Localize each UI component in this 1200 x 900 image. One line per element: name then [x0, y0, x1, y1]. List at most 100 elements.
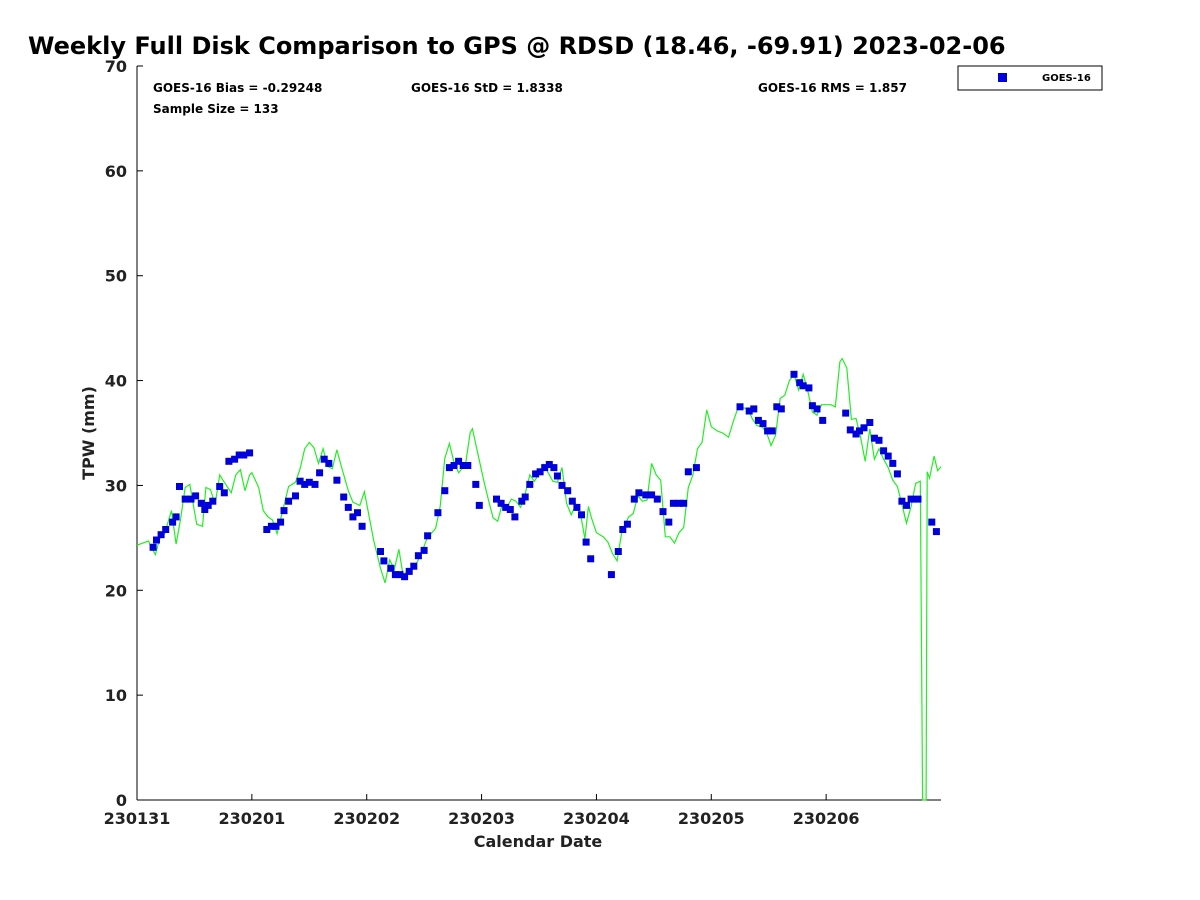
- goes16-data-point: [305, 478, 313, 486]
- goes16-data-point: [192, 492, 200, 500]
- goes16-data-point: [889, 459, 897, 467]
- goes16-data-point: [928, 518, 936, 526]
- y-axis-label: TPW (mm): [79, 386, 98, 480]
- goes16-data-point: [464, 462, 472, 469]
- goes16-data-point: [320, 455, 328, 463]
- goes16-data-point: [240, 451, 248, 459]
- goes16-data-point: [296, 477, 304, 485]
- goes16-data-point: [455, 457, 463, 465]
- legend-label-goes16: GOES-16: [1042, 73, 1091, 84]
- x-tick-label: 230205: [678, 809, 745, 828]
- goes16-data-point: [754, 416, 762, 424]
- goes16-data-point: [181, 495, 189, 503]
- goes16-data-point: [545, 461, 553, 468]
- goes16-data-point: [475, 501, 483, 509]
- goes16-series-points: [149, 370, 940, 581]
- goes16-data-point: [354, 509, 361, 517]
- goes16-data-point: [472, 480, 480, 488]
- goes16-data-point: [301, 480, 309, 488]
- goes16-data-point: [750, 405, 758, 413]
- goes16-data-point: [434, 509, 442, 517]
- goes16-data-point: [619, 526, 627, 533]
- goes16-data-point: [573, 503, 581, 511]
- goes16-data-point: [568, 497, 576, 505]
- goes16-data-point: [450, 462, 458, 469]
- goes16-data-point: [759, 420, 767, 428]
- goes16-data-point: [187, 495, 195, 503]
- goes16-data-point: [197, 499, 205, 507]
- goes16-data-point: [623, 520, 631, 528]
- x-tick-label: 230131: [104, 809, 171, 828]
- std-stat: GOES-16 StD = 1.8338: [411, 81, 563, 95]
- goes16-data-point: [414, 552, 422, 560]
- goes16-data-point: [277, 518, 285, 526]
- goes16-data-point: [316, 469, 324, 477]
- goes16-data-point: [285, 497, 293, 505]
- goes16-data-point: [856, 427, 863, 435]
- goes16-data-point: [377, 548, 384, 555]
- goes16-data-point: [773, 403, 781, 411]
- goes16-data-point: [216, 483, 224, 490]
- goes16-data-point: [526, 480, 534, 488]
- goes16-data-point: [808, 402, 816, 410]
- goes16-data-point: [914, 495, 922, 503]
- legend-box: [957, 65, 1103, 91]
- goes16-data-point: [587, 555, 595, 563]
- goes16-data-point: [358, 522, 366, 530]
- goes16-data-point: [380, 557, 388, 565]
- bias-stat: GOES-16 Bias = -0.29248: [153, 81, 322, 95]
- goes16-data-point: [344, 503, 352, 511]
- goes16-data-point: [669, 499, 677, 507]
- goes16-data-point: [764, 427, 772, 435]
- y-tick-label: 10: [105, 686, 127, 705]
- legend-marker-goes16: [998, 73, 1007, 82]
- goes16-data-point: [777, 405, 785, 413]
- x-axis-ticks: 230131 230201 230202 230203 230204 230205 2302…: [104, 794, 860, 828]
- goes16-data-point: [558, 481, 566, 489]
- goes16-data-point: [405, 567, 413, 575]
- goes16-data-point: [149, 543, 157, 551]
- x-tick-label: 230203: [448, 809, 515, 828]
- goes16-data-point: [162, 526, 170, 533]
- goes16-data-point: [564, 487, 572, 495]
- x-axis-label: Calendar Date: [474, 832, 603, 851]
- goes16-data-point: [550, 464, 558, 472]
- goes16-data-point: [246, 449, 254, 457]
- chart-title: Weekly Full Disk Comparison to GPS @ RDS…: [28, 32, 1006, 60]
- goes16-data-point: [893, 470, 901, 478]
- goes16-data-point: [225, 457, 233, 465]
- goes16-data-point: [493, 495, 500, 503]
- goes16-data-point: [340, 493, 348, 501]
- legend: GOES-16: [957, 65, 1103, 91]
- goes16-data-point: [532, 470, 540, 478]
- goes16-data-point: [459, 462, 467, 469]
- goes16-data-point: [201, 506, 209, 513]
- goes16-data-point: [819, 416, 827, 424]
- goes16-data-point: [642, 491, 650, 499]
- goes16-data-point: [907, 495, 915, 503]
- goes16-data-point: [870, 434, 878, 442]
- goes16-data-point: [497, 499, 505, 507]
- goes16-data-point: [799, 382, 807, 390]
- goes16-data-point: [866, 419, 874, 426]
- y-tick-label: 60: [105, 162, 127, 181]
- goes16-data-point: [692, 464, 700, 472]
- goes16-data-point: [553, 472, 561, 480]
- goes16-data-point: [502, 503, 510, 511]
- goes16-data-point: [153, 536, 160, 544]
- goes16-data-point: [518, 497, 526, 505]
- goes16-data-point: [659, 508, 667, 516]
- x-tick-label: 230204: [563, 809, 630, 828]
- goes16-data-point: [521, 493, 529, 501]
- goes16-data-point: [884, 452, 892, 460]
- goes16-data-point: [169, 518, 177, 526]
- goes16-data-point: [630, 495, 638, 503]
- goes16-data-point: [220, 489, 228, 497]
- goes16-data-point: [396, 571, 404, 579]
- goes16-data-point: [813, 405, 821, 413]
- goes16-data-point: [424, 532, 432, 540]
- goes16-data-point: [846, 426, 854, 434]
- goes16-data-point: [231, 455, 239, 463]
- goes16-data-point: [932, 528, 940, 536]
